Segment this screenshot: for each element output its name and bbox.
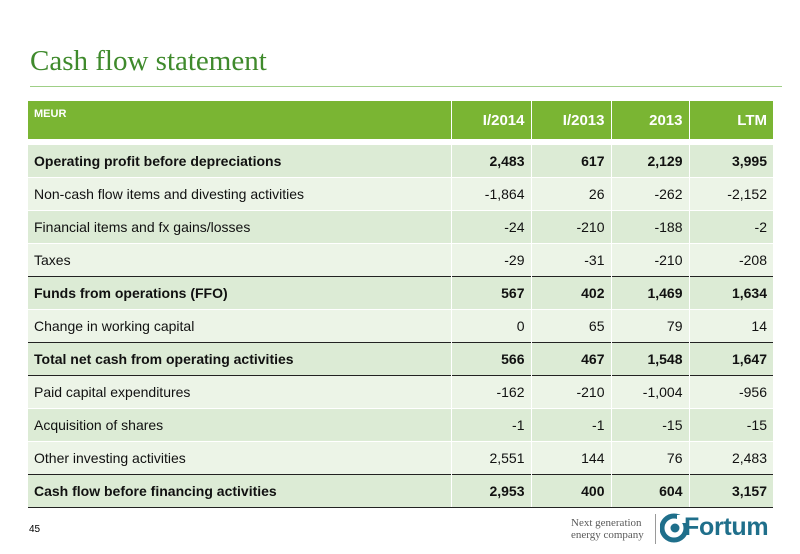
row-value: 26 bbox=[531, 177, 612, 211]
page-title: Cash flow statement bbox=[30, 45, 267, 77]
row-label: Non-cash flow items and divesting activi… bbox=[28, 177, 452, 211]
column-header-unit: MEUR bbox=[28, 101, 452, 139]
tagline: Next generation energy company bbox=[571, 517, 644, 541]
row-value: -262 bbox=[611, 177, 690, 211]
row-value: -29 bbox=[451, 243, 532, 277]
row-value: 402 bbox=[531, 276, 612, 310]
row-value: -2 bbox=[689, 210, 773, 244]
logo-separator bbox=[655, 514, 656, 544]
page-number: 45 bbox=[29, 524, 41, 535]
row-label: Total net cash from operating activities bbox=[28, 342, 452, 376]
row-value: 604 bbox=[611, 474, 690, 508]
table-row: Cash flow before financing activities 2,9… bbox=[28, 474, 773, 508]
row-value: 2,953 bbox=[451, 474, 532, 508]
table-row: Total net cash from operating activities… bbox=[28, 342, 773, 376]
table-row: Taxes -29 -31 -210 -208 bbox=[28, 243, 773, 277]
header-spacer bbox=[28, 139, 773, 145]
row-value: 1,548 bbox=[611, 342, 690, 376]
table-row: Change in working capital 0 65 79 14 bbox=[28, 309, 773, 343]
row-label: Change in working capital bbox=[28, 309, 452, 343]
column-header-2013: 2013 bbox=[611, 101, 690, 139]
table-row: Other investing activities 2,551 144 76 2,48… bbox=[28, 441, 773, 475]
row-value: -208 bbox=[689, 243, 773, 277]
row-value: -31 bbox=[531, 243, 612, 277]
row-value: 2,483 bbox=[689, 441, 773, 475]
row-value: -15 bbox=[611, 408, 690, 442]
tagline-line-1: Next generation bbox=[571, 517, 642, 529]
tagline-line-2: energy company bbox=[571, 529, 644, 541]
row-value: -210 bbox=[531, 375, 612, 409]
row-value: 2,551 bbox=[451, 441, 532, 475]
column-header-ltm: LTM bbox=[689, 101, 773, 139]
table-row: Acquisition of shares -1 -1 -15 -15 bbox=[28, 408, 773, 442]
row-value: 1,634 bbox=[689, 276, 773, 310]
row-label: Operating profit before depreciations bbox=[28, 144, 452, 178]
row-value: -162 bbox=[451, 375, 532, 409]
row-value: 76 bbox=[611, 441, 690, 475]
row-value: -956 bbox=[689, 375, 773, 409]
row-value: 2,129 bbox=[611, 144, 690, 178]
row-value: -1 bbox=[531, 408, 612, 442]
table-row: Financial items and fx gains/losses -24 -2… bbox=[28, 210, 773, 244]
fortum-logo-icon bbox=[660, 513, 688, 543]
row-value: 566 bbox=[451, 342, 532, 376]
row-value: 0 bbox=[451, 309, 532, 343]
row-value: -1,004 bbox=[611, 375, 690, 409]
row-value: -2,152 bbox=[689, 177, 773, 211]
row-value: -15 bbox=[689, 408, 773, 442]
row-value: -188 bbox=[611, 210, 690, 244]
row-value: 1,647 bbox=[689, 342, 773, 376]
row-label: Cash flow before financing activities bbox=[28, 474, 452, 508]
row-value: 144 bbox=[531, 441, 612, 475]
fortum-logo-wordmark: Fortum bbox=[684, 513, 769, 541]
row-value: -210 bbox=[611, 243, 690, 277]
row-label: Other investing activities bbox=[28, 441, 452, 475]
row-value: 1,469 bbox=[611, 276, 690, 310]
row-label: Financial items and fx gains/losses bbox=[28, 210, 452, 244]
row-value: -1 bbox=[451, 408, 532, 442]
row-label: Funds from operations (FFO) bbox=[28, 276, 452, 310]
table-row: Funds from operations (FFO) 567 402 1,469 1,… bbox=[28, 276, 773, 310]
row-value: 3,995 bbox=[689, 144, 773, 178]
row-value: -210 bbox=[531, 210, 612, 244]
table-row: Non-cash flow items and divesting activi… bbox=[28, 177, 773, 211]
row-value: 3,157 bbox=[689, 474, 773, 508]
cash-flow-table: MEUR I/2014 I/2013 2013 LTM Operating pr… bbox=[28, 101, 773, 508]
row-label: Paid capital expenditures bbox=[28, 375, 452, 409]
table-row: Operating profit before depreciations 2,4… bbox=[28, 144, 773, 178]
table-row: Paid capital expenditures -162 -210 -1,004-… bbox=[28, 375, 773, 409]
row-label: Taxes bbox=[28, 243, 452, 277]
row-value: 65 bbox=[531, 309, 612, 343]
table-header-row: MEUR I/2014 I/2013 2013 LTM bbox=[28, 101, 773, 139]
row-value: 79 bbox=[611, 309, 690, 343]
row-value: -24 bbox=[451, 210, 532, 244]
row-value: 617 bbox=[531, 144, 612, 178]
row-value: 567 bbox=[451, 276, 532, 310]
row-value: 14 bbox=[689, 309, 773, 343]
row-value: -1,864 bbox=[451, 177, 532, 211]
title-divider bbox=[30, 86, 782, 87]
row-label: Acquisition of shares bbox=[28, 408, 452, 442]
row-value: 2,483 bbox=[451, 144, 532, 178]
column-header-i2013: I/2013 bbox=[531, 101, 612, 139]
column-header-i2014: I/2014 bbox=[451, 101, 532, 139]
row-value: 400 bbox=[531, 474, 612, 508]
row-value: 467 bbox=[531, 342, 612, 376]
